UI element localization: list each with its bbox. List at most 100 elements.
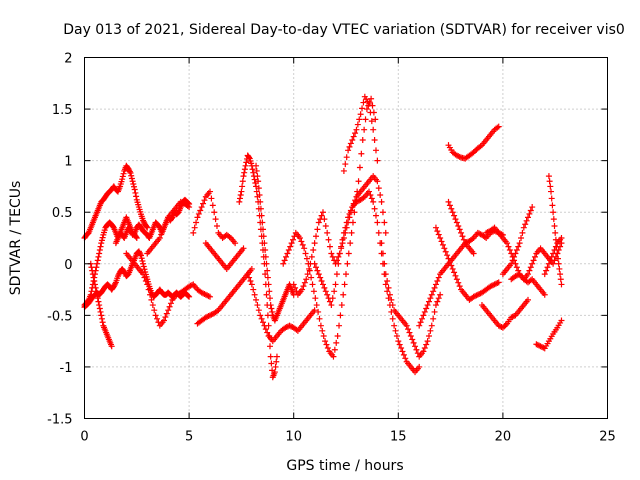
- data-point: [506, 247, 513, 254]
- data-point: [557, 276, 564, 283]
- data-point: [527, 207, 534, 214]
- x-tick-label: 0: [80, 430, 88, 445]
- data-point: [470, 149, 477, 156]
- data-point: [434, 298, 441, 305]
- data-point: [273, 358, 280, 365]
- data-point: [400, 351, 407, 358]
- data-point: [137, 251, 144, 258]
- data-point: [407, 332, 414, 339]
- data-point: [258, 212, 265, 219]
- data-point: [515, 243, 522, 250]
- data-point: [130, 231, 137, 238]
- data-point: [541, 271, 548, 278]
- data-point: [258, 315, 265, 322]
- data-point: [435, 274, 442, 281]
- data-point: [257, 205, 264, 212]
- data-point: [543, 267, 550, 274]
- data-point: [434, 277, 441, 284]
- data-point: [379, 209, 386, 216]
- data-point: [97, 243, 104, 250]
- data-point: [250, 286, 257, 293]
- data-point: [315, 219, 322, 226]
- data-point: [135, 248, 142, 255]
- data-point: [446, 202, 453, 209]
- data-point: [354, 198, 361, 205]
- data-point: [209, 202, 216, 209]
- data-point: [140, 263, 147, 270]
- data-point: [431, 284, 438, 291]
- data-point: [552, 243, 559, 250]
- data-point: [257, 198, 264, 205]
- data-point: [534, 341, 541, 348]
- data-point: [288, 240, 295, 247]
- data-point: [416, 363, 423, 370]
- data-point: [346, 210, 353, 217]
- data-point: [318, 212, 325, 219]
- data-point: [345, 250, 352, 257]
- data-point: [284, 250, 291, 257]
- data-point: [200, 200, 207, 207]
- data-point: [322, 338, 329, 345]
- series-track-y: [499, 204, 536, 278]
- data-point: [94, 260, 101, 267]
- data-point: [544, 264, 551, 271]
- x-tick-label: 5: [185, 430, 193, 445]
- data-point: [367, 109, 374, 116]
- data-point: [347, 207, 354, 214]
- data-point: [195, 210, 202, 217]
- data-point: [333, 339, 340, 346]
- data-point: [166, 303, 173, 310]
- data-point: [338, 243, 345, 250]
- data-point: [324, 229, 331, 236]
- series-track-d: [81, 248, 193, 311]
- data-point: [372, 147, 379, 154]
- data-point: [186, 204, 193, 211]
- data-point: [315, 271, 322, 278]
- data-point: [525, 296, 532, 303]
- data-point: [263, 260, 270, 267]
- data-point: [251, 176, 258, 183]
- data-point: [385, 284, 392, 291]
- data-point: [313, 302, 320, 309]
- data-point: [259, 219, 266, 226]
- data-point: [281, 257, 288, 264]
- data-point: [174, 291, 181, 298]
- series-track-w: [478, 296, 532, 331]
- x-tick-label: 10: [285, 430, 302, 445]
- data-point: [208, 195, 215, 202]
- data-point: [324, 291, 331, 298]
- data-point: [317, 322, 324, 329]
- data-point: [205, 293, 212, 300]
- data-point: [131, 186, 138, 193]
- x-tick-label: 20: [495, 430, 512, 445]
- data-point: [144, 281, 151, 288]
- data-point: [356, 164, 363, 171]
- data-point: [432, 281, 439, 288]
- x-tick-label: 25: [599, 430, 616, 445]
- data-point: [347, 240, 354, 247]
- data-point: [377, 192, 384, 199]
- data-point: [142, 277, 149, 284]
- data-point: [526, 210, 533, 217]
- data-point: [298, 238, 305, 245]
- data-point: [437, 291, 444, 298]
- series-track-k: [236, 152, 280, 381]
- data-point: [428, 322, 435, 329]
- data-point: [413, 346, 420, 353]
- data-point: [410, 339, 417, 346]
- data-point: [309, 281, 316, 288]
- data-point: [255, 307, 262, 314]
- data-point: [460, 236, 467, 243]
- data-point: [300, 283, 307, 290]
- data-point: [133, 235, 140, 241]
- data-point: [428, 291, 435, 298]
- data-point: [311, 307, 318, 314]
- data-point: [473, 292, 480, 299]
- data-point: [452, 272, 459, 279]
- data-point: [304, 271, 311, 278]
- data-point: [208, 311, 215, 318]
- y-tick-label: 0: [64, 258, 72, 273]
- data-point: [547, 183, 554, 190]
